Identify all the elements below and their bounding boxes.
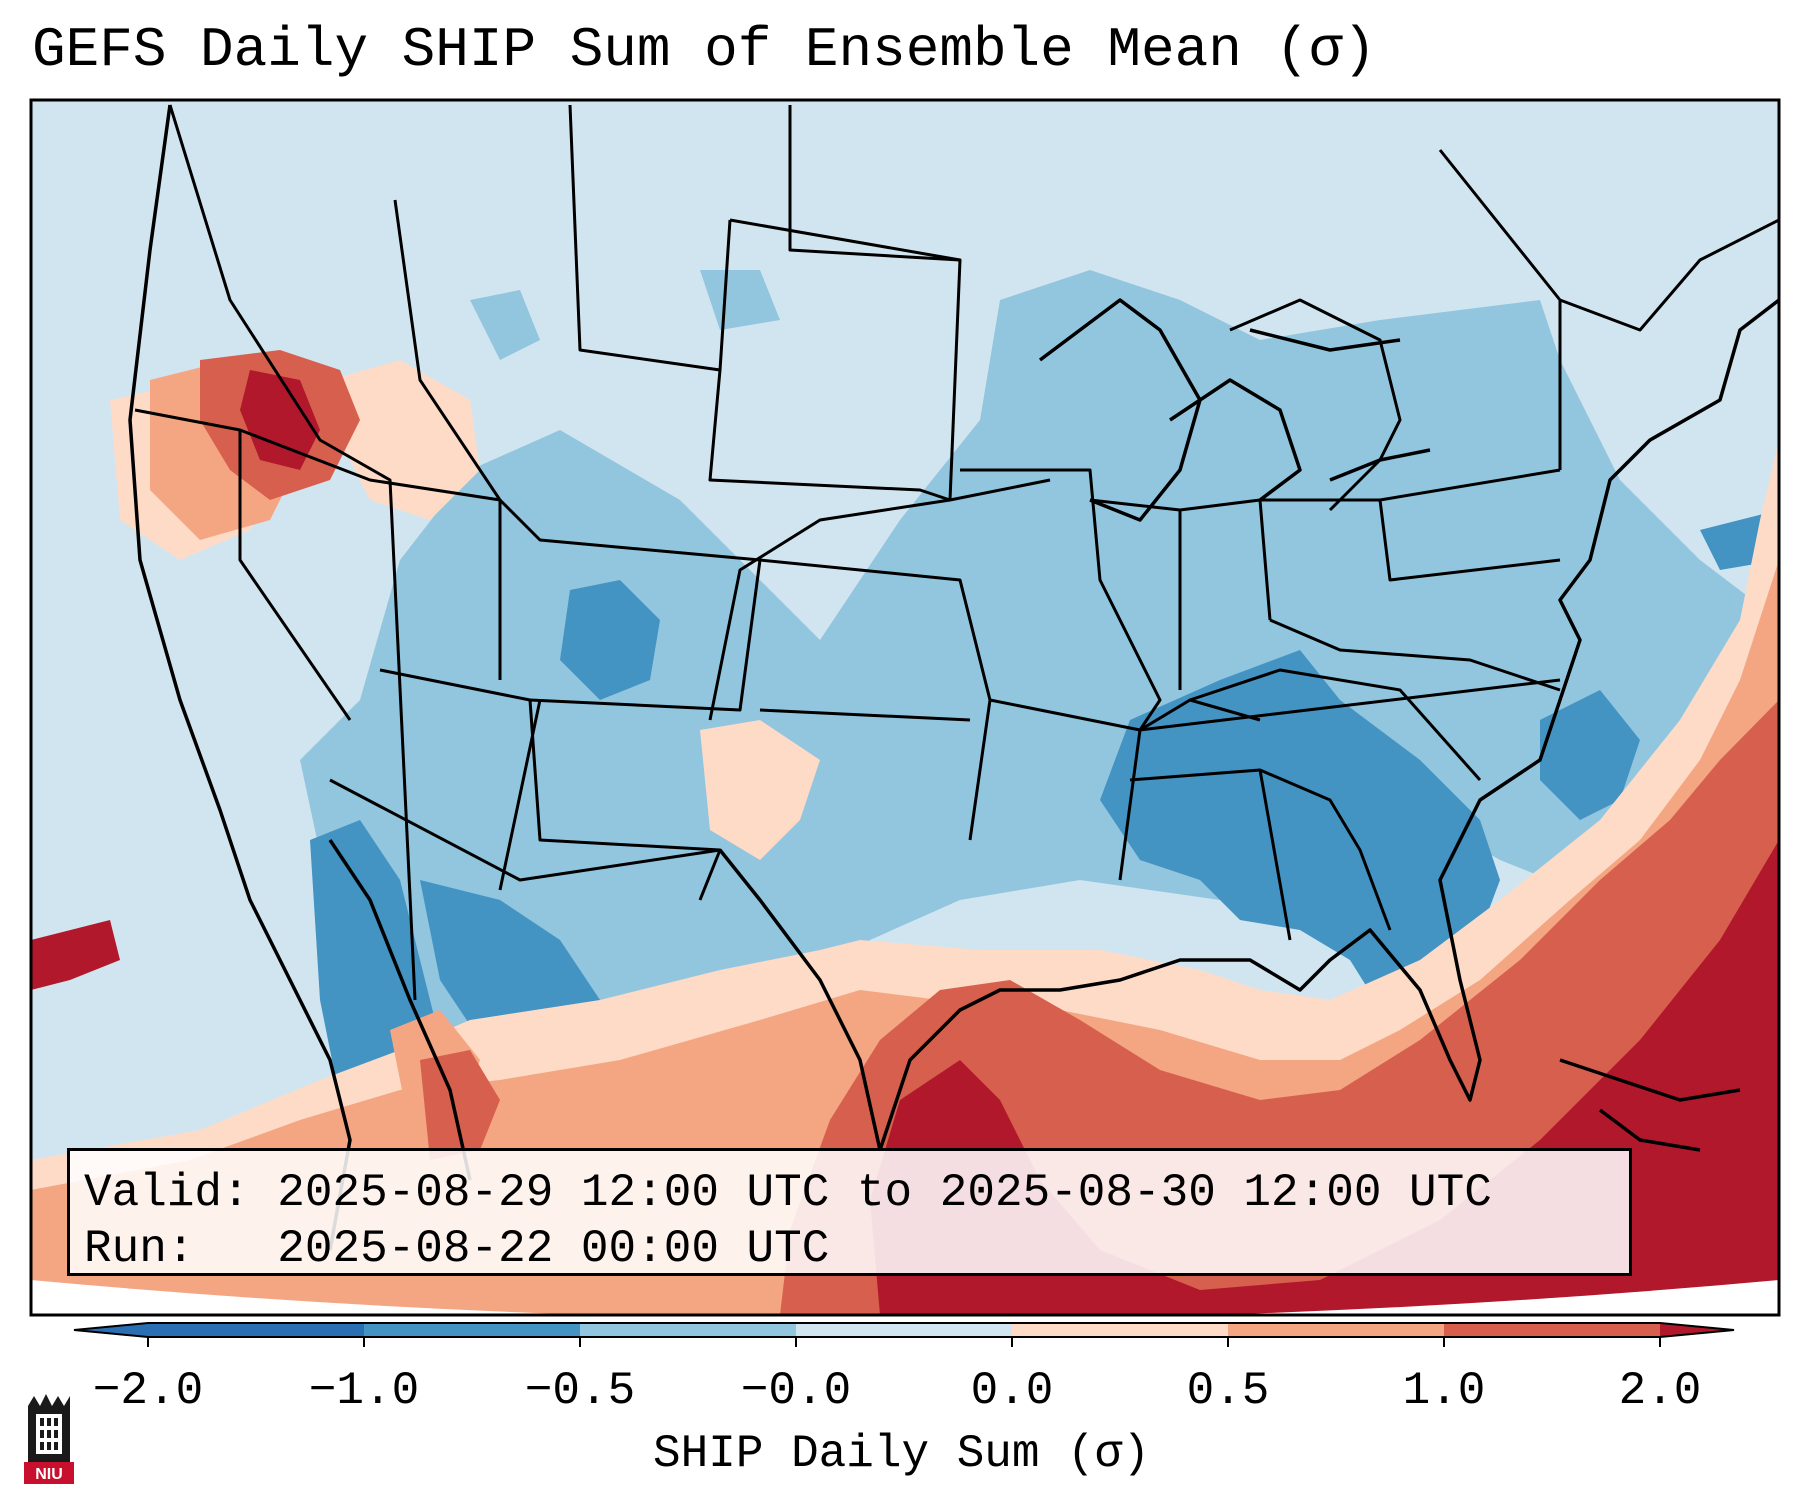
colorbar-tick-label: 0.5 [1186,1365,1270,1417]
colorbar-segment [580,1323,797,1337]
colorbar-tick-label: 2.0 [1618,1365,1702,1417]
colorbar-extension-low [74,1323,148,1337]
colorbar-tick-label: −0.0 [740,1365,852,1417]
colorbar-extension-high [1660,1323,1734,1337]
colorbar-segment [796,1323,1013,1337]
colorbar-tick-label: 1.0 [1402,1365,1486,1417]
info-box: Valid: 2025-08-29 12:00 UTC to 2025-08-3… [67,1148,1632,1276]
map-title: GEFS Daily SHIP Sum of Ensemble Mean (σ) [32,18,1377,82]
logo-text: NIU [35,1466,63,1483]
niu-logo-icon: NIU [24,1394,74,1484]
colorbar-segment [148,1323,365,1337]
colorbar-segment [1444,1323,1661,1337]
state-boundaries [134,104,1779,1001]
projection-edge [31,1280,1779,1315]
colorbar-segment [1012,1323,1229,1337]
colorbar-tick-label: 0.0 [970,1365,1054,1417]
valid-value: 2025-08-29 12:00 UTC to 2025-08-30 12:00… [277,1167,1492,1219]
run-value: 2025-08-22 00:00 UTC [277,1223,830,1275]
colorbar-tick-label: −0.5 [524,1365,636,1417]
colorbar-tick-label: −1.0 [308,1365,420,1417]
colorbar-tick-label: −2.0 [92,1365,204,1417]
coastlines [128,104,1779,1251]
colorbar [73,1322,1735,1347]
colorbar-segment [1228,1323,1445,1337]
colorbar-label: SHIP Daily Sum (σ) [653,1428,1150,1480]
region-mid-blue [300,270,1779,1200]
run-label: Run: [84,1223,195,1275]
valid-label: Valid: [84,1167,250,1219]
colorbar-segment [364,1323,581,1337]
map-frame [29,98,1781,1317]
region-strong-blue [310,510,1779,1160]
